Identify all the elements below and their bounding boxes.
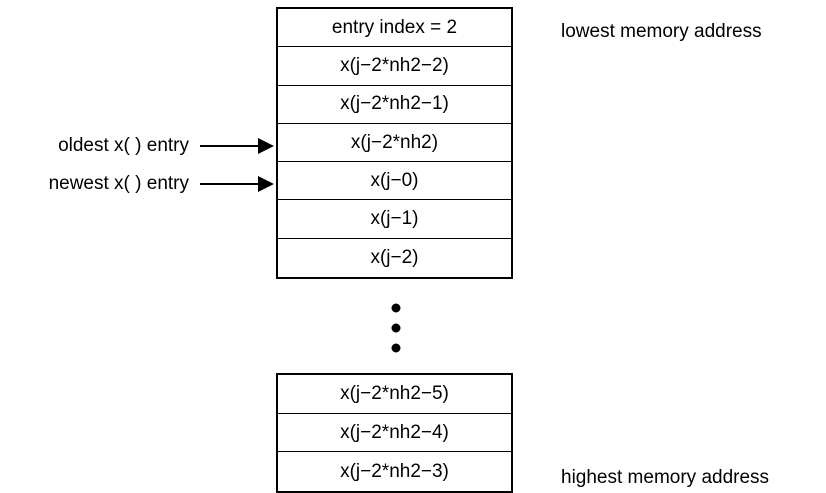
oldest-entry-label: oldest x( ) entry xyxy=(58,135,189,156)
right-arrow-icon xyxy=(200,138,274,154)
memory-stack-bottom: x(j−2*nh2−5) x(j−2*nh2−4) x(j−2*nh2−3) xyxy=(276,373,513,493)
stack-cell: x(j−2*nh2−5) xyxy=(278,375,511,414)
memory-stack-top: entry index = 2 x(j−2*nh2−2) x(j−2*nh2−1… xyxy=(276,7,513,280)
newest-entry-label: newest x( ) entry xyxy=(48,173,189,194)
stack-cell: x(j−2*nh2−1) xyxy=(278,86,511,124)
oldest-entry-pointer: oldest x( ) entry xyxy=(0,134,276,158)
stack-cell-oldest: x(j−2*nh2) xyxy=(278,124,511,163)
newest-entry-pointer: newest x( ) entry xyxy=(0,172,276,196)
stack-cell: x(j−2*nh2−4) xyxy=(278,414,511,453)
lowest-address-label: lowest memory address xyxy=(561,21,762,42)
right-arrow-icon xyxy=(200,176,274,192)
stack-cell: x(j−2) xyxy=(370,246,419,268)
stack-cell: x(j−2*nh2−3) xyxy=(340,460,449,482)
continuation-dots-icon xyxy=(391,303,401,353)
stack-cell-entry-index: entry index = 2 xyxy=(278,9,511,48)
stack-cell: x(j−2*nh2−2) xyxy=(278,47,511,86)
stack-cell-newest: x(j−0) xyxy=(278,162,511,201)
highest-address-label: highest memory address xyxy=(561,467,770,488)
stack-cell: x(j−1) xyxy=(278,200,511,239)
